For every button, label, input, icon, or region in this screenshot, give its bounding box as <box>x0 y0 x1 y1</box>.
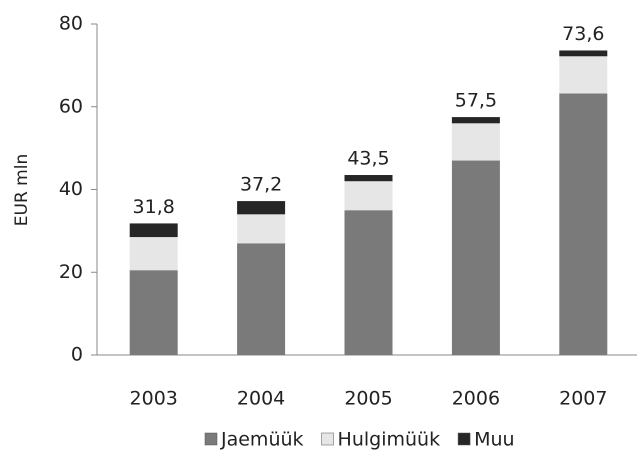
bar-segment <box>344 181 393 211</box>
bar-segment <box>559 93 608 355</box>
y-axis-label: EUR mln <box>12 154 32 226</box>
x-tick-label: 2003 <box>130 388 178 410</box>
bar-segment <box>237 201 286 215</box>
y-tick-label: 0 <box>71 344 83 366</box>
y-tick-label: 60 <box>59 95 83 117</box>
bar-segment <box>451 117 500 124</box>
value-label: 37,2 <box>240 174 282 196</box>
bar-segment <box>129 270 178 355</box>
bar-segment <box>559 56 608 94</box>
x-tick-label: 2004 <box>237 388 285 410</box>
value-label: 43,5 <box>347 148 389 170</box>
bar-segment <box>129 237 178 271</box>
legend-label: Jaemüük <box>220 429 304 451</box>
bar-segment <box>451 160 500 355</box>
bar-segment <box>451 123 500 161</box>
bar-segment <box>237 214 286 244</box>
bar-segment <box>237 243 286 355</box>
legend-label: Muu <box>474 429 514 451</box>
legend-swatch <box>204 432 218 446</box>
legend-label: Hulgimüük <box>338 429 441 451</box>
value-label: 57,5 <box>455 90 497 112</box>
bar-segment <box>559 50 608 57</box>
x-tick-label: 2007 <box>559 388 607 410</box>
x-tick-label: 2005 <box>344 388 392 410</box>
legend-swatch <box>321 432 334 446</box>
y-tick-label: 40 <box>59 178 83 200</box>
value-label: 73,6 <box>562 23 604 45</box>
y-tick-label: 80 <box>59 13 83 35</box>
bar-segment <box>344 175 393 182</box>
bar-segment <box>129 223 178 238</box>
value-label: 31,8 <box>133 196 175 218</box>
x-tick-label: 2006 <box>452 388 500 410</box>
legend-swatch <box>457 432 471 446</box>
bar-segment <box>344 210 393 355</box>
y-tick-label: 20 <box>59 261 83 283</box>
